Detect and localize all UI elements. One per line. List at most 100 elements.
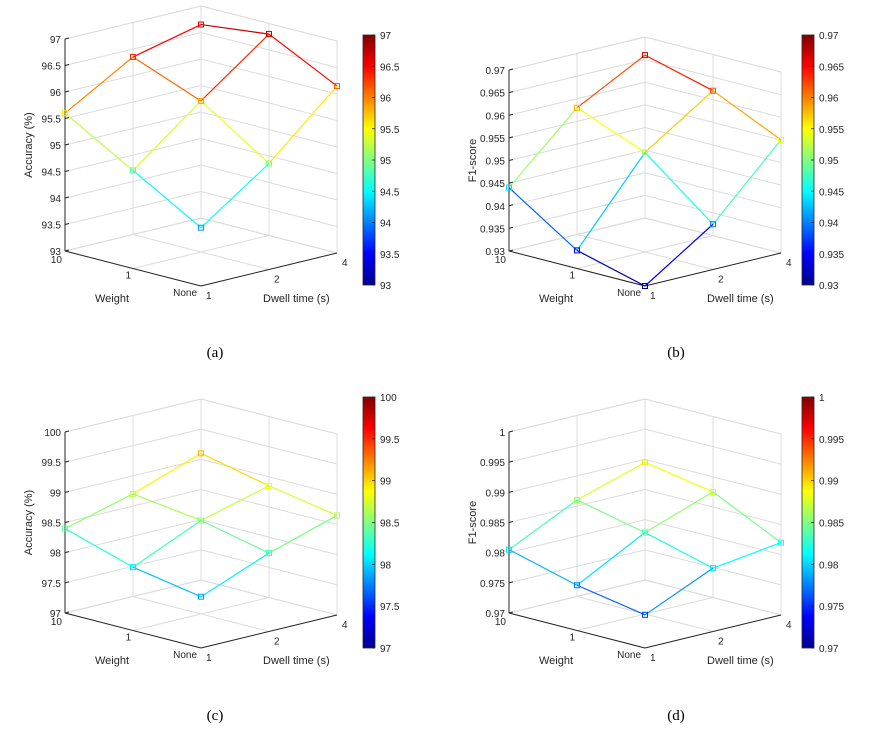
data-line-segment bbox=[576, 499, 646, 534]
weight-axis-label: Weight bbox=[539, 655, 573, 667]
z-tick-label: 97 bbox=[50, 609, 62, 620]
data-point-marker bbox=[130, 53, 136, 60]
weight-axis-line bbox=[508, 612, 646, 649]
weight-tick-label: 1 bbox=[125, 271, 131, 282]
colorbar-tick-label: 93.5 bbox=[380, 250, 400, 261]
z-tick-label: 95.5 bbox=[42, 115, 62, 126]
z-tick-mark bbox=[64, 143, 70, 146]
weight-axis-label: Weight bbox=[95, 293, 129, 305]
data-point-marker bbox=[642, 149, 648, 156]
data-point-marker bbox=[574, 582, 580, 589]
colorbar-tick-label: 0.96 bbox=[819, 94, 839, 105]
z-tick-label: 0.945 bbox=[480, 179, 505, 190]
z-tick-label: 0.935 bbox=[480, 224, 505, 235]
floor-gridline bbox=[508, 579, 646, 614]
data-point-marker bbox=[198, 97, 204, 104]
data-point-marker bbox=[642, 459, 648, 466]
data-point-marker bbox=[130, 564, 136, 571]
z-tick-label: 1 bbox=[499, 428, 505, 439]
data-line-segment bbox=[200, 23, 270, 35]
data-line-segment bbox=[576, 54, 646, 109]
dwell-tick-label: 1 bbox=[650, 653, 656, 664]
data-line-segment bbox=[132, 24, 202, 58]
dwell-tick-label: 4 bbox=[786, 620, 792, 631]
data-point-marker bbox=[642, 529, 648, 536]
z-tick-mark bbox=[508, 460, 514, 463]
dwell-axis-label: Dwell time (s) bbox=[263, 293, 330, 305]
colorbar-tick-label: 96 bbox=[380, 94, 392, 105]
z-tick-label: 0.975 bbox=[480, 579, 505, 590]
data-point-marker bbox=[642, 52, 648, 59]
weight-axis-line bbox=[64, 612, 202, 649]
data-point-marker bbox=[506, 546, 512, 553]
z-tick-label: 0.94 bbox=[486, 202, 506, 213]
floor-gridline bbox=[64, 217, 202, 252]
data-line-segment bbox=[508, 499, 578, 551]
data-line-segment bbox=[64, 528, 134, 568]
data-line-segment bbox=[200, 519, 270, 554]
colorbar-tick-label: 97 bbox=[380, 31, 392, 42]
data-line-segment bbox=[268, 485, 338, 517]
z-tick-label: 0.99 bbox=[486, 488, 506, 499]
z-tick-label: 94 bbox=[50, 194, 62, 205]
data-point-marker bbox=[130, 490, 136, 497]
data-line-segment bbox=[712, 491, 782, 544]
z-tick-label: 98 bbox=[50, 549, 62, 560]
data-line-segment bbox=[576, 461, 646, 501]
z-tick-label: 0.95 bbox=[486, 157, 506, 168]
colorbar-tick-label: 99.5 bbox=[380, 435, 400, 446]
data-point-marker bbox=[710, 565, 716, 572]
z-tick-label: 97 bbox=[50, 35, 62, 46]
colorbar-tick-label: 99 bbox=[380, 477, 392, 488]
z-tick-mark bbox=[64, 170, 70, 172]
z-tick-label: 0.97 bbox=[486, 609, 506, 620]
dwell-tick-label: 2 bbox=[274, 637, 280, 648]
z-tick-mark bbox=[508, 91, 514, 94]
data-point-marker bbox=[574, 104, 580, 111]
data-point-marker bbox=[266, 160, 272, 167]
z-tick-mark bbox=[64, 37, 70, 40]
data-line-segment bbox=[508, 187, 578, 251]
z-tick-mark bbox=[508, 136, 514, 139]
z-tick-mark bbox=[64, 90, 70, 93]
z-tick-mark bbox=[508, 521, 514, 523]
z-tick-mark bbox=[64, 223, 70, 225]
data-point-marker bbox=[642, 611, 648, 618]
z-tick-label: 93 bbox=[50, 247, 62, 258]
data-line-segment bbox=[200, 552, 270, 598]
weight-axis-label: Weight bbox=[539, 293, 573, 305]
floor-gridline bbox=[576, 597, 714, 631]
data-point-marker bbox=[62, 525, 68, 532]
z-tick-mark bbox=[64, 611, 70, 614]
weight-tick-label: None bbox=[173, 650, 197, 661]
data-line-segment bbox=[576, 152, 646, 251]
colorbar-tick-label: 97 bbox=[380, 644, 392, 655]
data-line-segment bbox=[644, 54, 714, 92]
data-line-segment bbox=[132, 452, 202, 495]
z-tick-label: 0.97 bbox=[486, 66, 506, 77]
z-tick-mark bbox=[508, 611, 514, 614]
floor-gridline bbox=[576, 235, 714, 269]
data-line-segment bbox=[132, 100, 202, 171]
dwell-axis-line bbox=[200, 614, 338, 649]
data-line-segment bbox=[64, 56, 134, 114]
z-tick-mark bbox=[508, 249, 514, 252]
weight-tick-label: 10 bbox=[495, 617, 507, 628]
colorbar-tick-label: 1 bbox=[819, 393, 825, 404]
colorbar-tick-label: 94 bbox=[380, 219, 392, 230]
dwell-tick-label: 2 bbox=[718, 275, 724, 286]
dwell-axis-line bbox=[644, 252, 782, 287]
z-tick-label: 100 bbox=[44, 428, 61, 439]
weight-tick-label: 1 bbox=[569, 271, 575, 282]
data-point-marker bbox=[334, 83, 340, 90]
z-tick-label: 94.5 bbox=[42, 168, 62, 179]
data-line-segment bbox=[64, 112, 134, 171]
z-tick-mark bbox=[64, 521, 70, 523]
data-point-marker bbox=[574, 496, 580, 503]
data-point-marker bbox=[62, 110, 68, 117]
dwell-tick-label: 2 bbox=[718, 637, 724, 648]
dwell-axis-label: Dwell time (s) bbox=[707, 655, 774, 667]
colorbar-tick-label: 0.955 bbox=[819, 125, 844, 136]
data-line-segment bbox=[64, 493, 134, 530]
data-point-marker bbox=[198, 21, 204, 28]
